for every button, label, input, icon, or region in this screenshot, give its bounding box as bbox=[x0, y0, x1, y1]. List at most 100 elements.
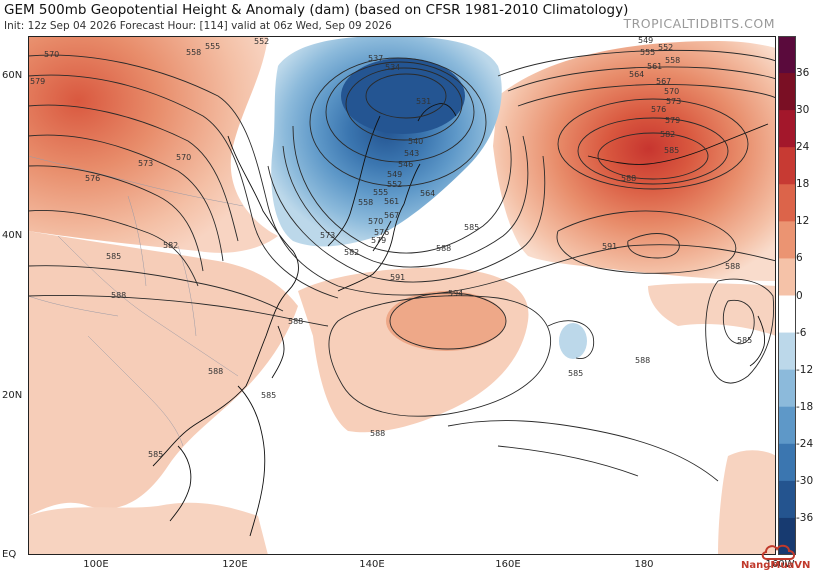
lon-label-120e: 120E bbox=[222, 559, 248, 570]
contour-label: 579 bbox=[665, 116, 680, 125]
contour-label: 576 bbox=[85, 174, 100, 183]
cold-core bbox=[341, 58, 465, 134]
lat-label-60n: 60N bbox=[2, 70, 23, 81]
contour-labels: 570 579 555 558 552 537 534 531 540 543 … bbox=[30, 36, 752, 459]
colorbar-band bbox=[778, 443, 796, 482]
contour-label: 585 bbox=[664, 146, 679, 155]
contour-label: 588 bbox=[436, 244, 451, 253]
colorbar-band bbox=[778, 73, 796, 111]
contour-label: 585 bbox=[106, 252, 121, 261]
warm-core-subtropical bbox=[386, 291, 506, 351]
init-forecast-info: Init: 12z Sep 04 2026 Forecast Hour: [11… bbox=[4, 20, 392, 32]
contour-label: 588 bbox=[635, 356, 650, 365]
contour-label: 561 bbox=[647, 62, 662, 71]
contour-label: 555 bbox=[640, 48, 655, 57]
chart-title: GEM 500mb Geopotential Height & Anomaly … bbox=[4, 2, 629, 18]
contour-label: 594 bbox=[448, 289, 463, 298]
contour-label: 573 bbox=[320, 231, 335, 240]
colorbar-band bbox=[778, 184, 796, 222]
warm-anomaly-south bbox=[28, 502, 268, 555]
colorbar-band bbox=[778, 480, 796, 519]
contour-label: 588 bbox=[725, 262, 740, 271]
lon-label-100e: 100E bbox=[83, 559, 109, 570]
contour-label: 567 bbox=[384, 211, 399, 220]
colorbar-tick-label: 12 bbox=[796, 215, 810, 228]
warm-anomaly-china bbox=[28, 231, 298, 516]
contour-label: 579 bbox=[30, 77, 45, 86]
contour-label: 570 bbox=[176, 153, 191, 162]
contour-label: 582 bbox=[660, 130, 675, 139]
colorbar-band bbox=[778, 406, 796, 445]
contour-label: 588 bbox=[288, 317, 303, 326]
contour-label: 546 bbox=[398, 160, 413, 169]
lon-label-140e: 140E bbox=[359, 559, 385, 570]
contour-label: 588 bbox=[370, 429, 385, 438]
contour-label: 585 bbox=[148, 450, 163, 459]
contour-label: 531 bbox=[416, 97, 431, 106]
contour-label: 537 bbox=[368, 54, 383, 63]
contour-label: 543 bbox=[404, 149, 419, 158]
colorbar-band bbox=[778, 258, 796, 296]
colorbar-band bbox=[778, 295, 796, 334]
colorbar-tick-label: -6 bbox=[796, 326, 807, 339]
colorbar-band bbox=[778, 147, 796, 185]
contour-label: 561 bbox=[384, 197, 399, 206]
lon-label-160e: 160E bbox=[495, 559, 521, 570]
contour-label: 564 bbox=[629, 70, 644, 79]
colorbar-band bbox=[778, 369, 796, 408]
colorbar-tick-label: 36 bbox=[796, 67, 810, 80]
contour-label: 582 bbox=[163, 241, 178, 250]
site-credit: TROPICALTIDBITS.COM bbox=[623, 16, 775, 31]
country-borders bbox=[28, 155, 244, 447]
watermark-text: NangMuaVN bbox=[741, 560, 811, 571]
cloud-icon bbox=[761, 544, 795, 560]
lon-label-180: 180 bbox=[634, 559, 654, 570]
lat-label-20n: 20N bbox=[2, 390, 23, 401]
contour-label: 591 bbox=[390, 273, 405, 282]
contour-label: 591 bbox=[602, 242, 617, 251]
coastlines bbox=[152, 103, 769, 537]
contour-label: 564 bbox=[420, 189, 435, 198]
contour-label: 576 bbox=[651, 105, 666, 114]
colorbar-tick-label: -36 bbox=[796, 511, 814, 524]
lat-label-40n: 40N bbox=[2, 230, 23, 241]
contour-label: 555 bbox=[373, 188, 388, 197]
colorbar-tick-label: -30 bbox=[796, 474, 814, 487]
contour-label: 588 bbox=[621, 174, 636, 183]
contour-label: 570 bbox=[664, 87, 679, 96]
cold-anomaly-small bbox=[559, 323, 587, 359]
contour-label: 588 bbox=[111, 291, 126, 300]
contour-label: 549 bbox=[638, 36, 653, 45]
warm-anomaly-northwest bbox=[28, 36, 278, 253]
contour-label: 582 bbox=[344, 248, 359, 257]
contour-label: 570 bbox=[44, 50, 59, 59]
colorbar-band bbox=[778, 36, 796, 74]
colorbar-tick-label: 30 bbox=[796, 104, 810, 117]
contour-label: 549 bbox=[387, 170, 402, 179]
colorbar-tick-label: -24 bbox=[796, 437, 814, 450]
contour-label: 552 bbox=[387, 180, 402, 189]
contour-label: 567 bbox=[656, 77, 671, 86]
contour-label: 558 bbox=[186, 48, 201, 57]
contour-label: 573 bbox=[138, 159, 153, 168]
contour-label: 585 bbox=[737, 336, 752, 345]
contour-label: 573 bbox=[666, 97, 681, 106]
lon-label-160w: 160W bbox=[765, 559, 795, 570]
colorbar-border bbox=[778, 36, 796, 555]
map-frame bbox=[28, 36, 776, 555]
warm-anomaly-east bbox=[648, 283, 776, 336]
contour-label: 552 bbox=[254, 37, 269, 46]
anomaly-colorbar bbox=[778, 36, 796, 555]
warm-anomaly-southeast bbox=[718, 450, 776, 555]
colorbar-tick-label: 24 bbox=[796, 141, 810, 154]
contour-label: 585 bbox=[261, 391, 276, 400]
watermark-logo: NangMuaVN bbox=[741, 541, 815, 571]
contour-label: 576 bbox=[374, 228, 389, 237]
contour-label: 552 bbox=[658, 43, 673, 52]
colorbar-band bbox=[778, 221, 796, 259]
lat-label-eq: EQ bbox=[2, 549, 17, 560]
colorbar-tick-label: 0 bbox=[796, 289, 803, 302]
contour-label: 570 bbox=[368, 217, 383, 226]
height-contours bbox=[28, 49, 776, 482]
